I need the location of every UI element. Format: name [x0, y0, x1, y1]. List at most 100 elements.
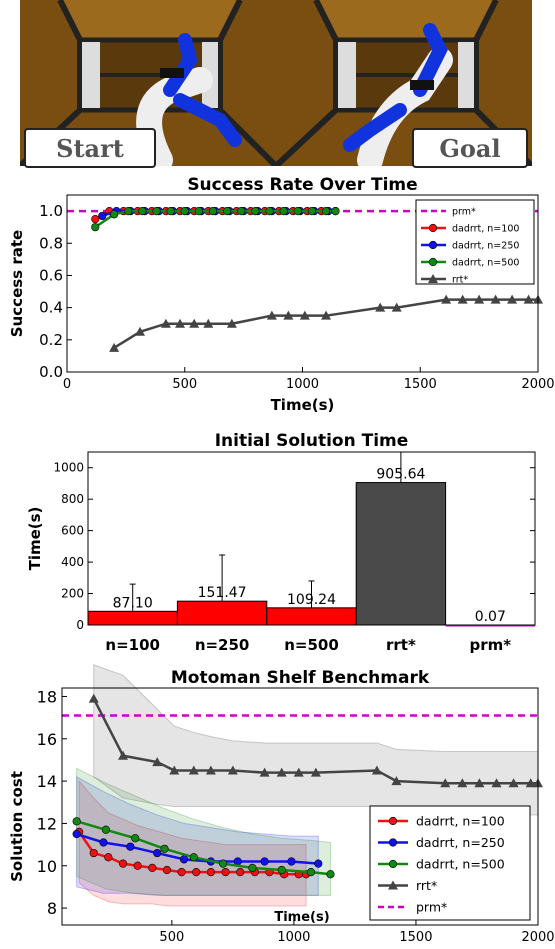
- data-point: [118, 859, 128, 868]
- bar: [355, 482, 447, 626]
- x-tick-label: 1500: [404, 377, 437, 392]
- y-tick-label: 0.4: [39, 299, 63, 317]
- category-label: n=250: [195, 636, 250, 654]
- legend-label: rrt*: [416, 878, 437, 893]
- data-point: [276, 767, 287, 777]
- data-point: [226, 318, 237, 328]
- series-dadrrt-n-500: [72, 817, 335, 879]
- legend-label: prm*: [452, 207, 476, 218]
- data-point: [371, 765, 382, 775]
- category-label: n=500: [284, 636, 339, 654]
- initial-solution-chart: Initial Solution Time 0 200 400 600 800 1000 Ti…: [26, 431, 536, 654]
- data-point: [194, 206, 203, 216]
- data-point: [507, 294, 518, 304]
- data-point: [153, 848, 162, 858]
- y-tick-label: 16: [37, 730, 57, 749]
- data-point: [321, 310, 332, 320]
- x-tick-label: 0: [63, 377, 71, 392]
- data-point: [287, 857, 296, 866]
- data-point: [293, 206, 302, 216]
- data-point: [72, 829, 81, 839]
- start-label: Start: [24, 128, 156, 168]
- data-point: [162, 865, 172, 875]
- data-point: [321, 206, 331, 216]
- category-label: prm*: [469, 636, 511, 654]
- data-point: [166, 206, 175, 216]
- data-point: [131, 834, 140, 843]
- chart-title: Success Rate Over Time: [187, 175, 417, 195]
- category-label: rrt*: [386, 636, 416, 654]
- series-line: [76, 832, 319, 865]
- y-tick-label: 400: [61, 555, 84, 569]
- series-rrt-: [88, 693, 543, 788]
- plot-frame: [66, 194, 539, 373]
- chart-title: Initial Solution Time: [215, 431, 409, 451]
- data-point: [104, 853, 113, 862]
- y-tick-label: 0.0: [39, 363, 63, 381]
- data-point: [179, 855, 189, 864]
- x-tick-label: 1500: [399, 930, 432, 945]
- data-point: [101, 825, 111, 834]
- legend-label: dadrrt, n=500: [452, 258, 519, 269]
- legend-label: dadrrt, n=250: [416, 835, 505, 850]
- data-point: [307, 206, 317, 216]
- y-tick-label: 12: [37, 814, 57, 833]
- data-point: [152, 206, 161, 216]
- data-point: [133, 861, 142, 870]
- y-tick-label: 1.0: [39, 202, 63, 220]
- legend-marker: [388, 838, 398, 847]
- x-tick-label: 2000: [521, 930, 554, 945]
- data-point: [306, 867, 316, 877]
- legend: dadrrt, n=100 dadrrt, n=250 dadrrt, n=500 r…: [369, 805, 531, 921]
- bar: [176, 600, 268, 626]
- data-point: [508, 778, 519, 788]
- series-dadrrt-n-100: [74, 827, 311, 879]
- data-point: [375, 302, 386, 312]
- data-point: [138, 206, 147, 216]
- data-point: [109, 342, 120, 352]
- series-line: [92, 698, 538, 785]
- data-point: [391, 776, 402, 786]
- data-point: [440, 778, 451, 788]
- data-point: [237, 206, 246, 216]
- x-axis-label: Time(s): [274, 910, 329, 925]
- legend-marker: [428, 257, 438, 267]
- data-point: [391, 302, 402, 312]
- y-tick-label: 200: [61, 587, 84, 601]
- data-label: 905.64: [376, 467, 425, 483]
- data-point: [188, 765, 199, 775]
- data-point: [177, 867, 186, 877]
- data-point: [457, 294, 468, 304]
- data-point: [89, 848, 98, 858]
- data-point: [259, 767, 270, 777]
- legend-marker: [428, 274, 438, 283]
- robot-scene-illustration: [17, 0, 535, 173]
- data-point: [248, 863, 257, 872]
- y-tick-label: 0.2: [39, 331, 63, 349]
- data-point: [206, 867, 216, 877]
- data-point: [223, 206, 232, 216]
- legend: prm* dadrrt, n=100 dadrrt, n=250 dadrrt, n=…: [415, 199, 535, 286]
- data-point: [310, 767, 321, 777]
- series-rrt-: [109, 294, 543, 352]
- shelf-right: [273, 0, 535, 173]
- data-point: [189, 853, 198, 862]
- data-point: [490, 294, 501, 304]
- data-point: [91, 215, 100, 224]
- data-point: [283, 310, 294, 320]
- data-point: [175, 318, 186, 328]
- robot-scene: Start Goal: [17, 0, 535, 173]
- y-tick-label: 18: [37, 687, 57, 706]
- x-tick-label: 2000: [521, 377, 554, 392]
- bar: [87, 610, 178, 626]
- shelf-benchmark-chart: Motoman Shelf Benchmark 500 1000 1500 2000 8 1…: [8, 664, 555, 945]
- series-line: [76, 820, 331, 876]
- data-point: [109, 210, 119, 219]
- plot-frame: [87, 451, 536, 626]
- data-point: [491, 778, 502, 788]
- y-tick-label: 0.6: [39, 266, 63, 284]
- data-point: [189, 318, 200, 328]
- confidence-band: [78, 779, 307, 907]
- y-tick-label: 0.8: [39, 234, 63, 252]
